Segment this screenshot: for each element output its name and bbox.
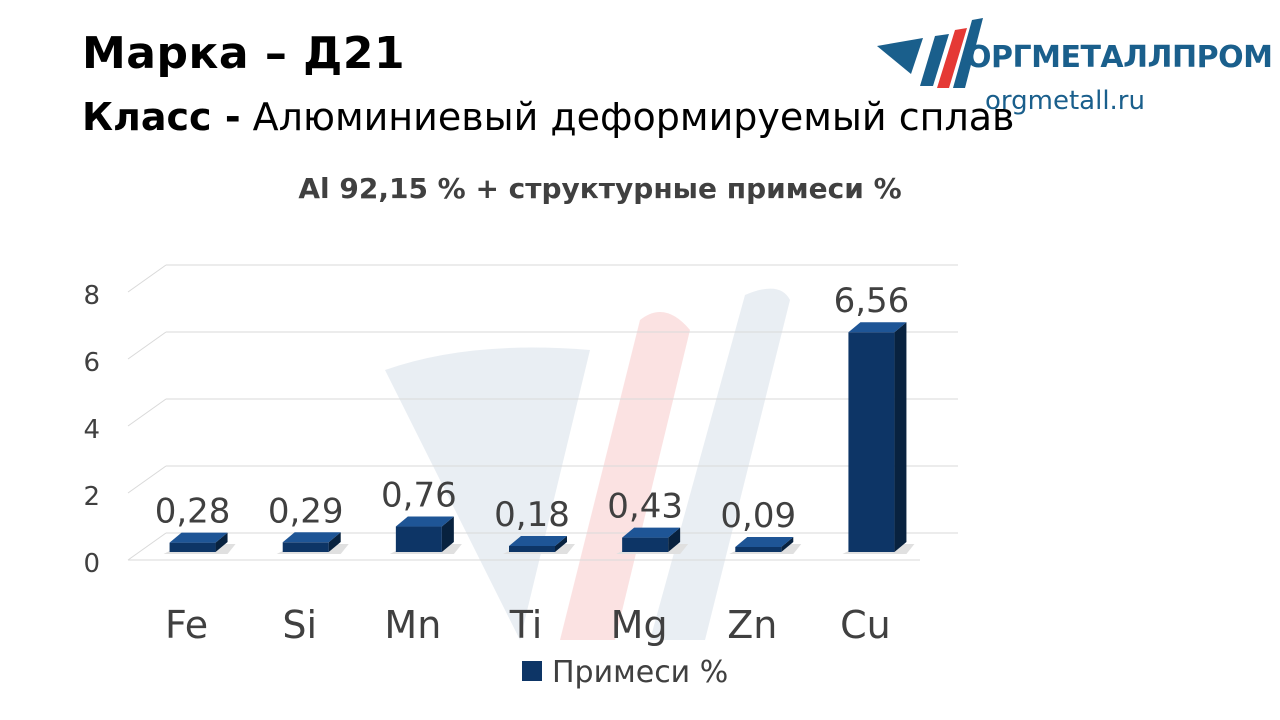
bar-top	[169, 532, 228, 543]
y-tick-label: 2	[83, 482, 100, 512]
y-tick-label: 4	[83, 415, 100, 445]
bar	[848, 332, 895, 552]
bar	[395, 526, 442, 552]
y-tick-label: 0	[83, 549, 100, 579]
bar-side	[781, 537, 794, 552]
gridline-diagonal	[127, 465, 167, 494]
data-label: 6,56	[834, 281, 910, 321]
y-tick-label: 8	[83, 281, 100, 311]
gridline-diagonal	[127, 532, 167, 561]
bar-side	[328, 532, 341, 552]
logo-url: orgmetall.ru	[985, 86, 1145, 116]
x-tick-label: Ti	[509, 603, 543, 647]
x-tick-label: Mg	[611, 603, 668, 647]
bar	[282, 542, 329, 552]
bar-top	[735, 537, 794, 547]
data-label: 0,28	[155, 492, 231, 532]
x-tick-label: Zn	[727, 603, 777, 647]
alloy-class: Класс - Алюминиевый деформируемый сплав	[82, 95, 1014, 139]
page-title: Марка – Д21	[82, 28, 406, 79]
data-label: 0,43	[607, 487, 683, 527]
data-label: 0,09	[720, 496, 796, 536]
data-label: 0,29	[268, 491, 344, 531]
bar-top	[282, 532, 341, 543]
y-tick-label: 6	[83, 348, 100, 378]
bar	[622, 537, 669, 552]
bar-top	[509, 535, 567, 546]
bar	[509, 545, 555, 552]
gridline-diagonal	[127, 398, 167, 427]
bar-side	[555, 535, 567, 552]
gridline-diagonal	[127, 331, 167, 360]
x-tick-label: Si	[282, 603, 317, 647]
bar-side	[441, 516, 454, 552]
x-tick-label: Mn	[384, 603, 441, 647]
data-label: 0,76	[381, 476, 457, 516]
logo-emblem	[877, 18, 983, 88]
legend-swatch	[522, 660, 542, 681]
class-label: Класс -	[82, 95, 241, 139]
chart-title: Al 92,15 % + структурные примеси %	[298, 172, 902, 205]
data-label: 0,18	[494, 495, 570, 535]
bar	[169, 542, 216, 552]
x-tick-label: Cu	[840, 603, 891, 647]
watermark-shape	[560, 312, 690, 640]
bar-top	[395, 516, 454, 527]
watermark-shape	[650, 288, 790, 640]
chart-legend: Примеси %	[522, 655, 728, 690]
x-tick-label: Fe	[165, 603, 208, 647]
class-value: Алюминиевый деформируемый сплав	[240, 95, 1015, 139]
bar-side	[894, 322, 907, 552]
bar-top	[622, 527, 681, 538]
bar-side	[668, 527, 681, 552]
logo-brand: ОРГМЕТАЛЛПРОМ	[966, 40, 1273, 75]
bar-side	[215, 532, 228, 552]
legend-label: Примеси %	[552, 655, 729, 690]
gridline-diagonal	[127, 264, 167, 293]
watermark-shape	[385, 347, 590, 640]
bar	[735, 547, 782, 552]
bar-top	[848, 322, 907, 333]
